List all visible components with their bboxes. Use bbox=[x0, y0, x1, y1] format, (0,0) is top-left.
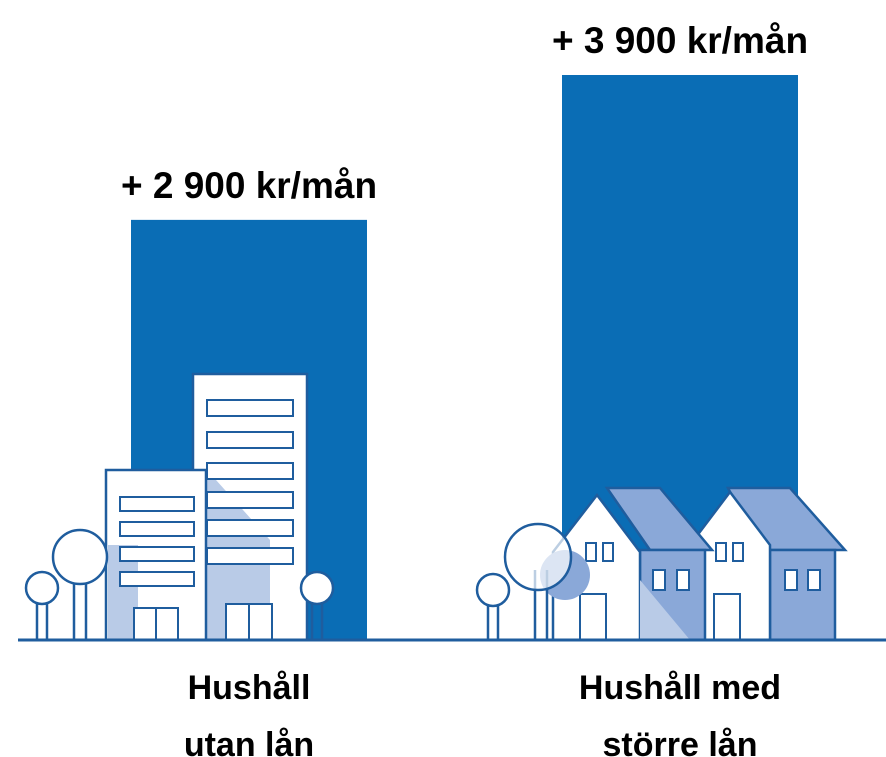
illustration bbox=[18, 372, 886, 642]
value-label: + 3 900 kr/mån bbox=[552, 20, 808, 61]
category-label: Hushåll utan lån bbox=[183, 669, 315, 757]
value-label: + 2 900 kr/mån bbox=[121, 165, 377, 206]
category-label: Hushåll med större lån bbox=[578, 669, 782, 757]
